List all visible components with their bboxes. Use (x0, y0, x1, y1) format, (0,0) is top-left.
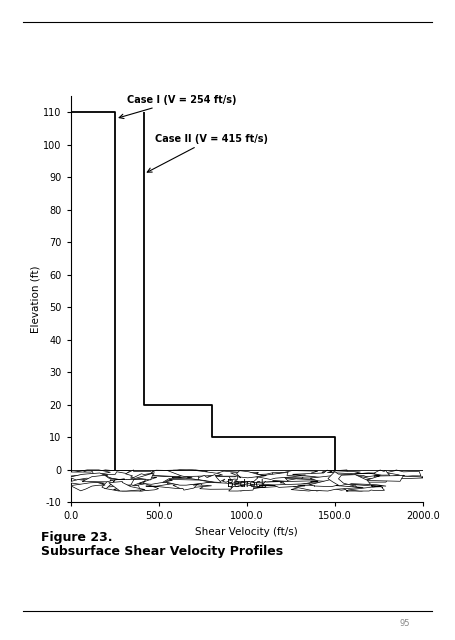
Polygon shape (273, 472, 296, 477)
Polygon shape (127, 473, 155, 481)
Polygon shape (226, 473, 283, 481)
Polygon shape (71, 472, 93, 476)
Polygon shape (140, 486, 151, 491)
Polygon shape (266, 479, 331, 482)
Polygon shape (71, 479, 105, 486)
Polygon shape (207, 471, 270, 476)
Polygon shape (228, 482, 254, 488)
Polygon shape (231, 472, 258, 477)
Polygon shape (150, 470, 193, 477)
Polygon shape (315, 481, 357, 490)
Polygon shape (74, 470, 130, 477)
Polygon shape (198, 475, 221, 483)
Text: Case II (V = 415 ft/s): Case II (V = 415 ft/s) (147, 134, 268, 172)
Y-axis label: Elevation (ft): Elevation (ft) (30, 266, 40, 333)
Polygon shape (293, 484, 363, 491)
Polygon shape (309, 476, 346, 486)
Polygon shape (165, 479, 211, 485)
Polygon shape (139, 476, 157, 484)
Polygon shape (151, 471, 185, 476)
Text: Bedrock: Bedrock (227, 479, 267, 488)
Polygon shape (142, 473, 192, 478)
Polygon shape (280, 481, 318, 484)
Polygon shape (105, 486, 134, 491)
Polygon shape (200, 482, 244, 489)
X-axis label: Shear Velocity (ft/s): Shear Velocity (ft/s) (196, 527, 298, 537)
Polygon shape (381, 470, 421, 476)
Polygon shape (215, 474, 236, 477)
Text: Figure 23.: Figure 23. (41, 531, 112, 544)
Polygon shape (101, 472, 148, 481)
Polygon shape (71, 473, 112, 480)
Polygon shape (310, 476, 360, 482)
Polygon shape (197, 475, 218, 482)
Bar (71, 470, 423, 491)
Polygon shape (228, 483, 254, 491)
Polygon shape (246, 484, 280, 488)
Polygon shape (126, 470, 153, 480)
Polygon shape (194, 483, 222, 487)
Polygon shape (291, 486, 322, 491)
Polygon shape (160, 470, 207, 478)
Polygon shape (82, 476, 119, 482)
Polygon shape (233, 486, 251, 491)
Polygon shape (354, 473, 399, 477)
Polygon shape (107, 479, 149, 486)
Polygon shape (326, 476, 374, 481)
Polygon shape (167, 470, 222, 477)
Text: Subsurface Shear Velocity Profiles: Subsurface Shear Velocity Profiles (41, 545, 283, 558)
Polygon shape (217, 479, 249, 487)
Polygon shape (374, 470, 389, 476)
Polygon shape (173, 484, 199, 490)
Polygon shape (293, 470, 353, 478)
Text: Case I (V = 254 ft/s): Case I (V = 254 ft/s) (119, 95, 237, 118)
Polygon shape (71, 470, 111, 479)
Polygon shape (343, 485, 372, 491)
Text: 95: 95 (399, 619, 410, 628)
Polygon shape (259, 478, 317, 486)
Polygon shape (333, 470, 360, 476)
Polygon shape (348, 486, 384, 491)
Polygon shape (113, 485, 141, 491)
Polygon shape (379, 476, 423, 479)
Polygon shape (113, 479, 134, 485)
Polygon shape (167, 470, 198, 474)
Polygon shape (255, 472, 305, 479)
Polygon shape (328, 472, 371, 486)
Polygon shape (123, 484, 159, 491)
Polygon shape (237, 470, 266, 478)
Polygon shape (129, 473, 182, 484)
Polygon shape (71, 483, 105, 491)
Polygon shape (285, 476, 338, 483)
Polygon shape (234, 476, 266, 482)
Polygon shape (146, 484, 212, 489)
Polygon shape (102, 479, 116, 489)
Polygon shape (349, 484, 386, 487)
Polygon shape (339, 475, 370, 485)
Polygon shape (228, 474, 251, 483)
Polygon shape (167, 477, 205, 484)
Polygon shape (366, 475, 404, 481)
Polygon shape (252, 474, 274, 480)
Polygon shape (167, 481, 206, 483)
Polygon shape (71, 470, 110, 482)
Polygon shape (162, 478, 219, 484)
Polygon shape (109, 481, 145, 491)
Polygon shape (322, 470, 348, 473)
Polygon shape (253, 476, 288, 483)
Polygon shape (259, 484, 311, 488)
Polygon shape (273, 470, 318, 477)
Polygon shape (295, 482, 326, 488)
Polygon shape (351, 475, 390, 482)
